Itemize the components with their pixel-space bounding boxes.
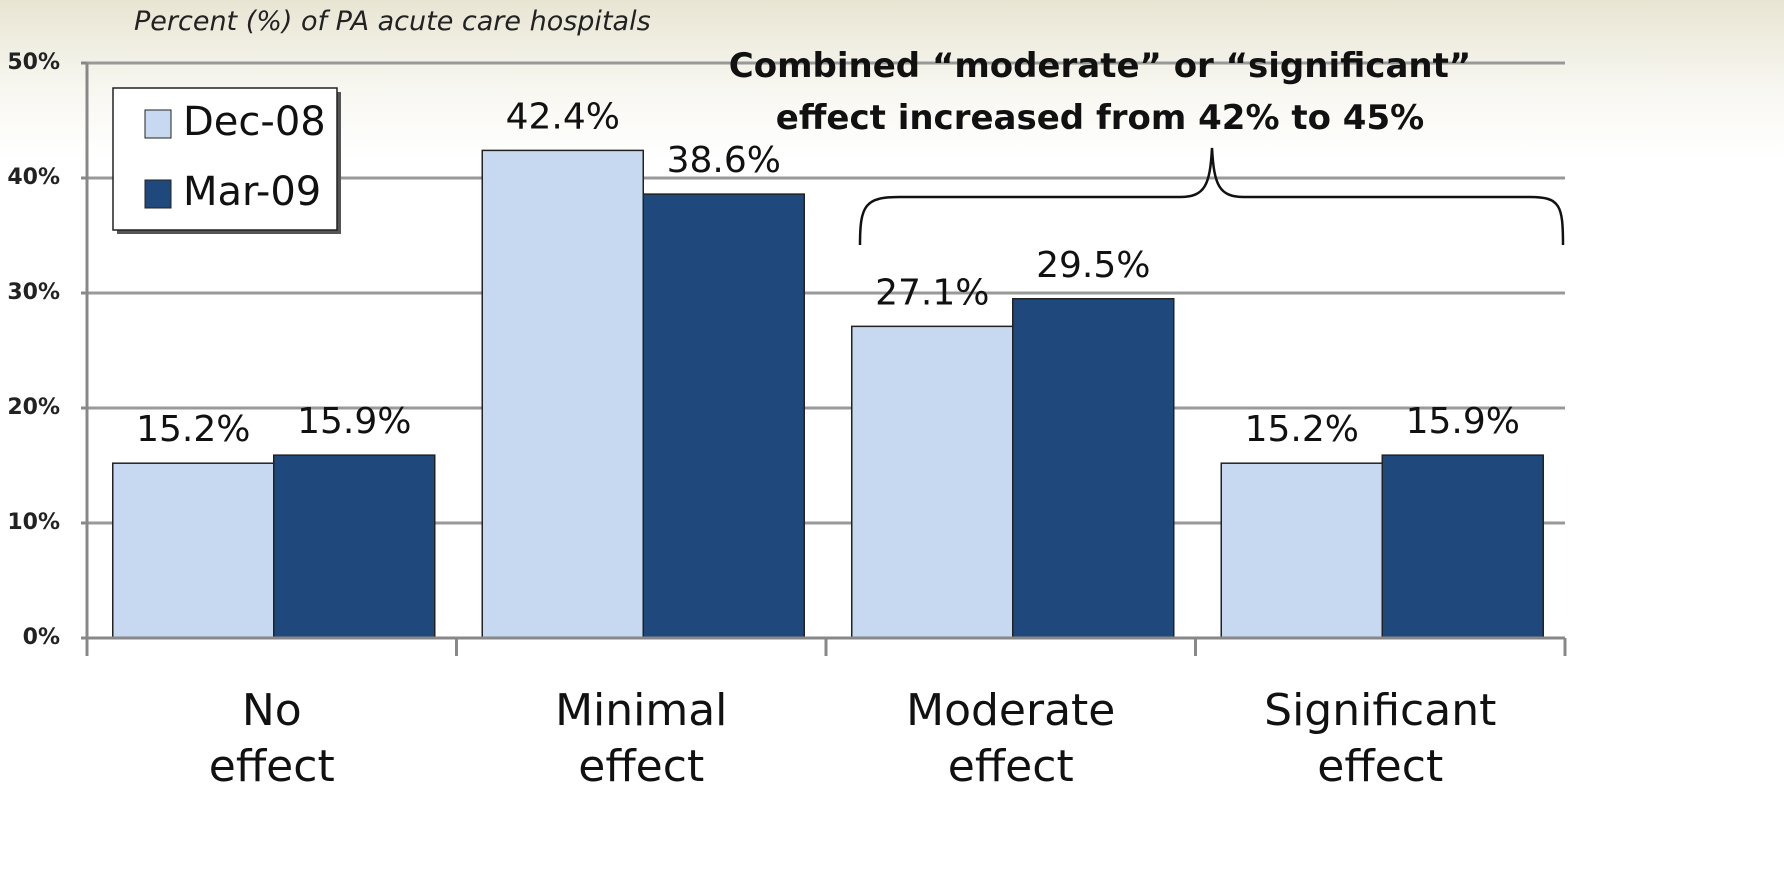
x-tick-label: Moderate effect <box>906 685 1116 792</box>
y-tick-label: 30% <box>7 280 60 305</box>
bar <box>1220 462 1383 639</box>
y-tick-label: 50% <box>7 50 60 75</box>
legend-swatch <box>144 179 172 209</box>
bar <box>642 193 805 639</box>
value-label: 15.9% <box>1406 401 1520 442</box>
annotation: Combined “moderate” or “significant” eff… <box>728 46 1472 138</box>
value-label: 15.2% <box>136 409 250 450</box>
y-tick-label: 10% <box>7 510 60 535</box>
bar <box>851 325 1014 639</box>
brace <box>858 147 1565 246</box>
legend-label: Mar-09 <box>183 169 321 215</box>
legend: Dec-08 Mar-09 <box>112 87 341 234</box>
bar <box>1381 454 1544 639</box>
legend-swatch <box>144 109 172 139</box>
bar <box>112 462 275 639</box>
value-label: 15.9% <box>297 401 411 442</box>
legend-label: Dec-08 <box>183 99 326 145</box>
x-tick-label: Minimal effect <box>555 685 728 792</box>
y-tick-label: 40% <box>7 165 60 190</box>
y-tick-label: 0% <box>23 625 60 650</box>
value-label: 27.1% <box>875 272 989 313</box>
y-tick-label: 20% <box>7 395 60 420</box>
x-tick-label: No effect <box>208 685 335 792</box>
bar <box>481 149 644 639</box>
value-label: 42.4% <box>506 96 620 137</box>
value-label: 15.2% <box>1245 409 1359 450</box>
bar <box>273 454 436 639</box>
value-label: 29.5% <box>1036 245 1150 286</box>
x-tick-label: Significant effect <box>1264 685 1497 792</box>
bar <box>1012 298 1175 639</box>
value-label: 38.6% <box>667 140 781 181</box>
subtitle: Percent (%) of PA acute care hospitals <box>134 6 651 37</box>
